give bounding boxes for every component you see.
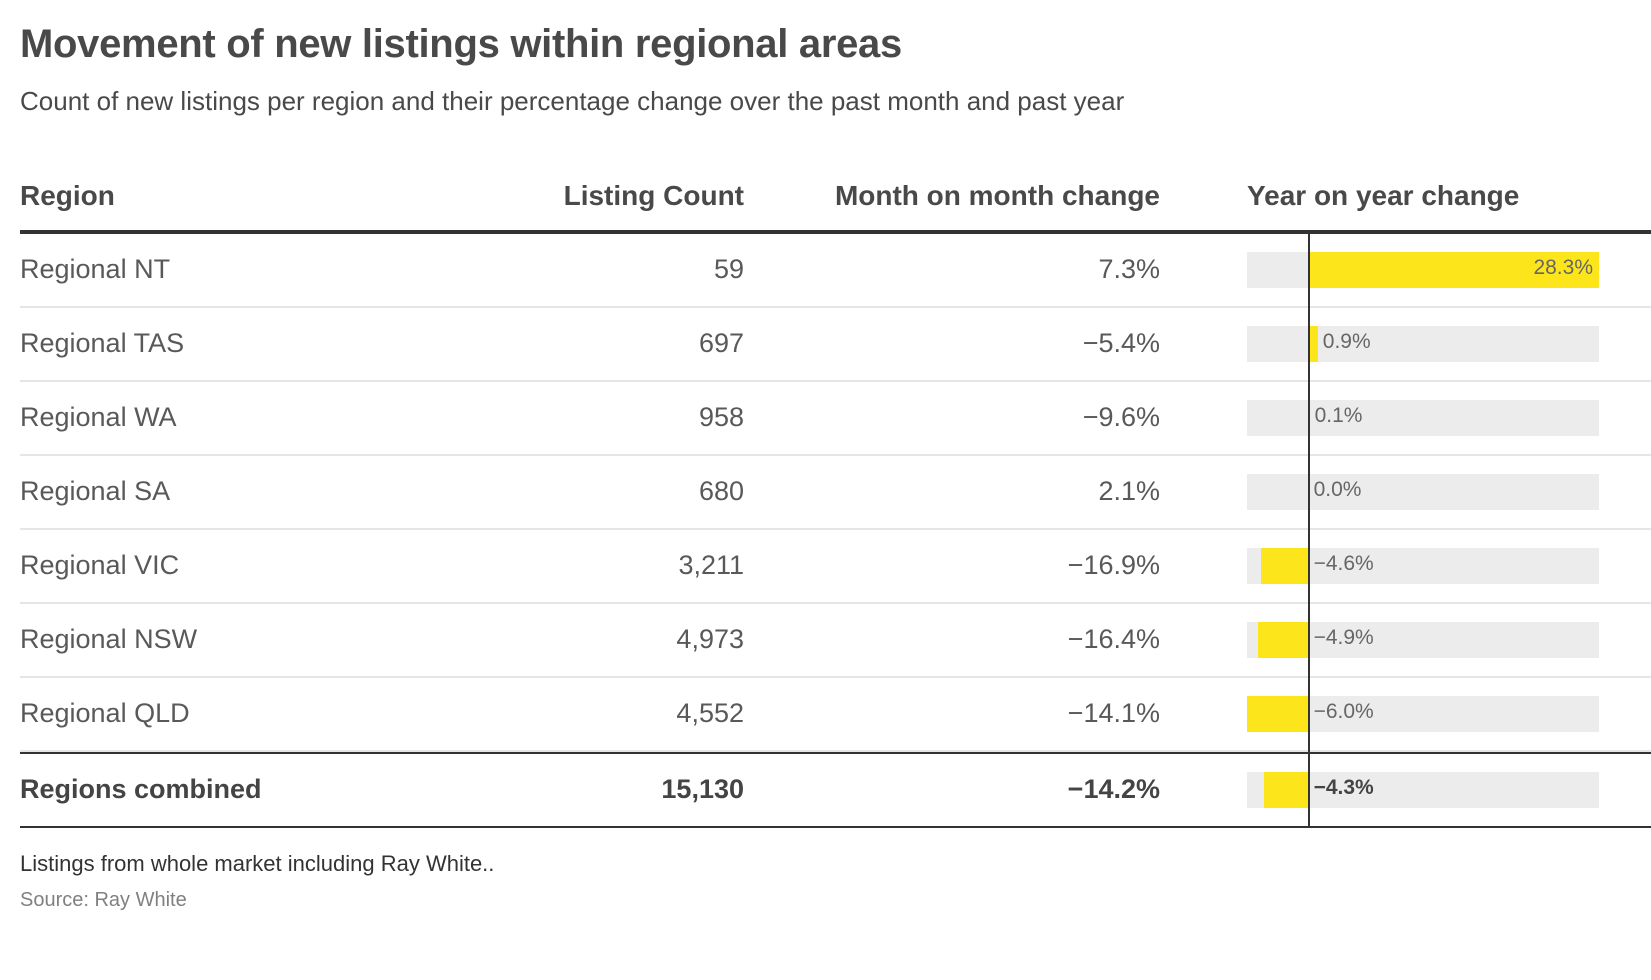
header-region: Region [20,180,115,211]
yoy-bar-track: −6.0% [1247,696,1599,732]
yoy-bar-track: 0.1% [1247,400,1599,436]
yoy-label: −6.0% [1313,700,1374,723]
yoy-label: 0.9% [1322,330,1371,353]
yoy-label: 28.3% [1533,256,1593,279]
table-header: Region Listing Count Month on month chan… [20,170,1651,234]
listing-count-cell: 958 [698,402,744,432]
month-on-month-cell: −9.6% [1082,402,1160,432]
month-on-month-cell: −14.1% [1067,698,1160,728]
yoy-label: −4.3% [1313,776,1374,799]
yoy-bar-track: 0.9% [1247,326,1599,362]
region-cell: Regions combined [20,774,262,804]
header-listing-count: Listing Count [563,180,744,211]
yoy-label: 0.0% [1313,478,1362,501]
yoy-bar-track: −4.3% [1247,772,1599,808]
table-row: Regional NSW 4,973 −16.4% −4.9% [20,604,1651,678]
listing-count-cell: 4,973 [676,624,744,654]
listing-count-cell: 4,552 [676,698,744,728]
yoy-bar [1258,622,1309,658]
region-cell: Regional WA [20,402,177,432]
header-year-on-year: Year on year change [1247,180,1520,211]
month-on-month-cell: 7.3% [1098,254,1160,284]
month-on-month-cell: −16.4% [1067,624,1160,654]
table-row: Regional TAS 697 −5.4% 0.9% [20,308,1651,382]
yoy-bar [1308,252,1599,288]
region-cell: Regional TAS [20,328,185,358]
footnote: Listings from whole market including Ray… [20,851,495,876]
region-cell: Regional VIC [20,550,180,580]
listing-count-cell: 3,211 [678,550,744,580]
chart-subtitle: Count of new listings per region and the… [20,86,1125,116]
month-on-month-cell: −5.4% [1082,328,1160,358]
listing-count-cell: 680 [698,476,744,506]
yoy-bar [1264,772,1309,808]
table-row: Regional SA 680 2.1% 0.0% [20,456,1651,530]
yoy-bar [1308,326,1318,362]
table-row: Regional QLD 4,552 −14.1% −6.0% [20,678,1651,752]
zero-line [1307,234,1310,828]
table-row: Regional VIC 3,211 −16.9% −4.6% [20,530,1651,604]
region-cell: Regional QLD [20,698,190,728]
region-cell: Regional NSW [20,624,198,654]
yoy-bar-track: −4.6% [1247,548,1599,584]
yoy-label: −4.9% [1313,626,1374,649]
yoy-bar-track: 0.0% [1247,474,1599,510]
chart-title: Movement of new listings within regional… [20,22,902,66]
yoy-bar-track: 28.3% [1247,252,1599,288]
region-cell: Regional NT [20,254,171,284]
source-note: Source: Ray White [20,889,187,911]
yoy-bar [1261,548,1309,584]
yoy-label: 0.1% [1314,404,1363,427]
listings-table: Region Listing Count Month on month chan… [20,170,1651,828]
header-month-on-month: Month on month change [834,180,1160,211]
table-body: Regional NT 59 7.3% 28.3% Regional TAS 697 −5.… [20,234,1651,828]
total-row: Regions combined 15,130 −14.2% −4.3% [20,752,1651,828]
region-cell: Regional SA [20,476,171,506]
yoy-label: −4.6% [1313,552,1374,575]
month-on-month-cell: −14.2% [1067,774,1160,804]
listing-count-cell: 15,130 [661,774,744,804]
month-on-month-cell: 2.1% [1098,476,1160,506]
listing-count-cell: 59 [713,254,744,284]
month-on-month-cell: −16.9% [1067,550,1160,580]
table-row: Regional WA 958 −9.6% 0.1% [20,382,1651,456]
yoy-bar-track: −4.9% [1247,622,1599,658]
table-row: Regional NT 59 7.3% 28.3% [20,234,1651,308]
listing-count-cell: 697 [698,328,744,358]
yoy-bar [1247,696,1309,732]
